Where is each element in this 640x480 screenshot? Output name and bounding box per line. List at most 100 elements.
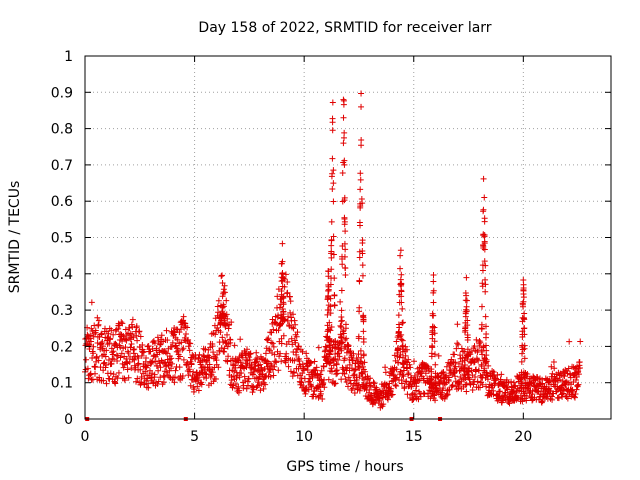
data-point [286, 323, 293, 330]
data-point [215, 297, 222, 304]
data-point [89, 328, 96, 335]
data-point [270, 343, 277, 350]
data-point [91, 370, 98, 377]
data-point [341, 129, 348, 136]
data-point [278, 260, 285, 267]
data-point [164, 350, 171, 357]
data-point [359, 272, 366, 279]
data-point [294, 329, 301, 336]
data-point [228, 377, 235, 384]
data-point [358, 90, 365, 97]
data-point [395, 359, 402, 366]
data-point [338, 314, 345, 321]
data-point [284, 278, 291, 285]
data-point [175, 347, 182, 354]
data-point [549, 396, 556, 403]
y-tick-label: 0.8 [51, 122, 73, 138]
data-point [271, 363, 278, 370]
data-point [329, 127, 336, 134]
data-point [359, 250, 366, 257]
data-point [484, 376, 491, 383]
data-point [156, 349, 163, 356]
data-point [134, 375, 141, 382]
data-point [176, 364, 183, 371]
data-point [306, 378, 313, 385]
data-point [328, 275, 335, 282]
data-point [195, 354, 202, 361]
data-point [457, 352, 464, 359]
data-point [412, 387, 419, 394]
data-point [212, 375, 219, 382]
data-point [317, 390, 324, 397]
data-point [220, 286, 227, 293]
data-point [388, 392, 395, 399]
data-point [519, 318, 526, 325]
data-point [307, 382, 314, 389]
data-point [401, 367, 408, 374]
data-point [345, 342, 352, 349]
data-point [99, 338, 106, 345]
data-point [483, 383, 490, 390]
data-point [287, 298, 294, 305]
data-point [299, 348, 306, 355]
data-point [210, 349, 217, 356]
data-point [510, 379, 517, 386]
data-point [483, 352, 490, 359]
data-point [206, 366, 213, 373]
data-point [171, 379, 178, 386]
data-point [356, 304, 363, 311]
data-point [269, 340, 276, 347]
data-point [122, 336, 129, 343]
data-point [481, 194, 488, 201]
data-point [329, 155, 336, 162]
data-point [185, 343, 192, 350]
data-point [283, 290, 290, 297]
data-point [480, 231, 487, 238]
data-point [148, 375, 155, 382]
data-point [326, 326, 333, 333]
data-point [456, 381, 463, 388]
data-point [340, 114, 347, 121]
data-point [330, 251, 337, 258]
data-point [326, 360, 333, 367]
data-point [480, 206, 487, 213]
data-point [409, 390, 416, 397]
data-point [152, 358, 159, 365]
data-point [575, 381, 582, 388]
data-point [464, 334, 471, 341]
data-point [325, 286, 332, 293]
data-point [128, 341, 135, 348]
data-point [429, 342, 436, 349]
data-point [518, 369, 525, 376]
data-point [461, 348, 468, 355]
data-point [380, 401, 387, 408]
data-point [182, 323, 189, 330]
data-point [360, 328, 367, 335]
data-point [215, 309, 222, 316]
data-point [551, 365, 558, 372]
data-point [345, 374, 352, 381]
data-point [555, 395, 562, 402]
data-point [112, 340, 119, 347]
data-point [553, 388, 560, 395]
data-point [315, 344, 322, 351]
data-point [324, 322, 331, 329]
data-point [166, 373, 173, 380]
x-tick-label: 5 [190, 429, 199, 445]
data-point [102, 353, 109, 360]
data-point [397, 276, 404, 283]
data-point [506, 400, 513, 407]
data-point [384, 396, 391, 403]
data-point [215, 364, 222, 371]
data-point [260, 385, 267, 392]
data-point [209, 369, 216, 376]
data-point [95, 357, 102, 364]
data-point [317, 371, 324, 378]
y-tick-label: 0.2 [51, 339, 73, 355]
data-point [186, 347, 193, 354]
data-point [474, 356, 481, 363]
data-point [262, 381, 269, 388]
data-point [482, 323, 489, 330]
data-point [355, 335, 362, 342]
